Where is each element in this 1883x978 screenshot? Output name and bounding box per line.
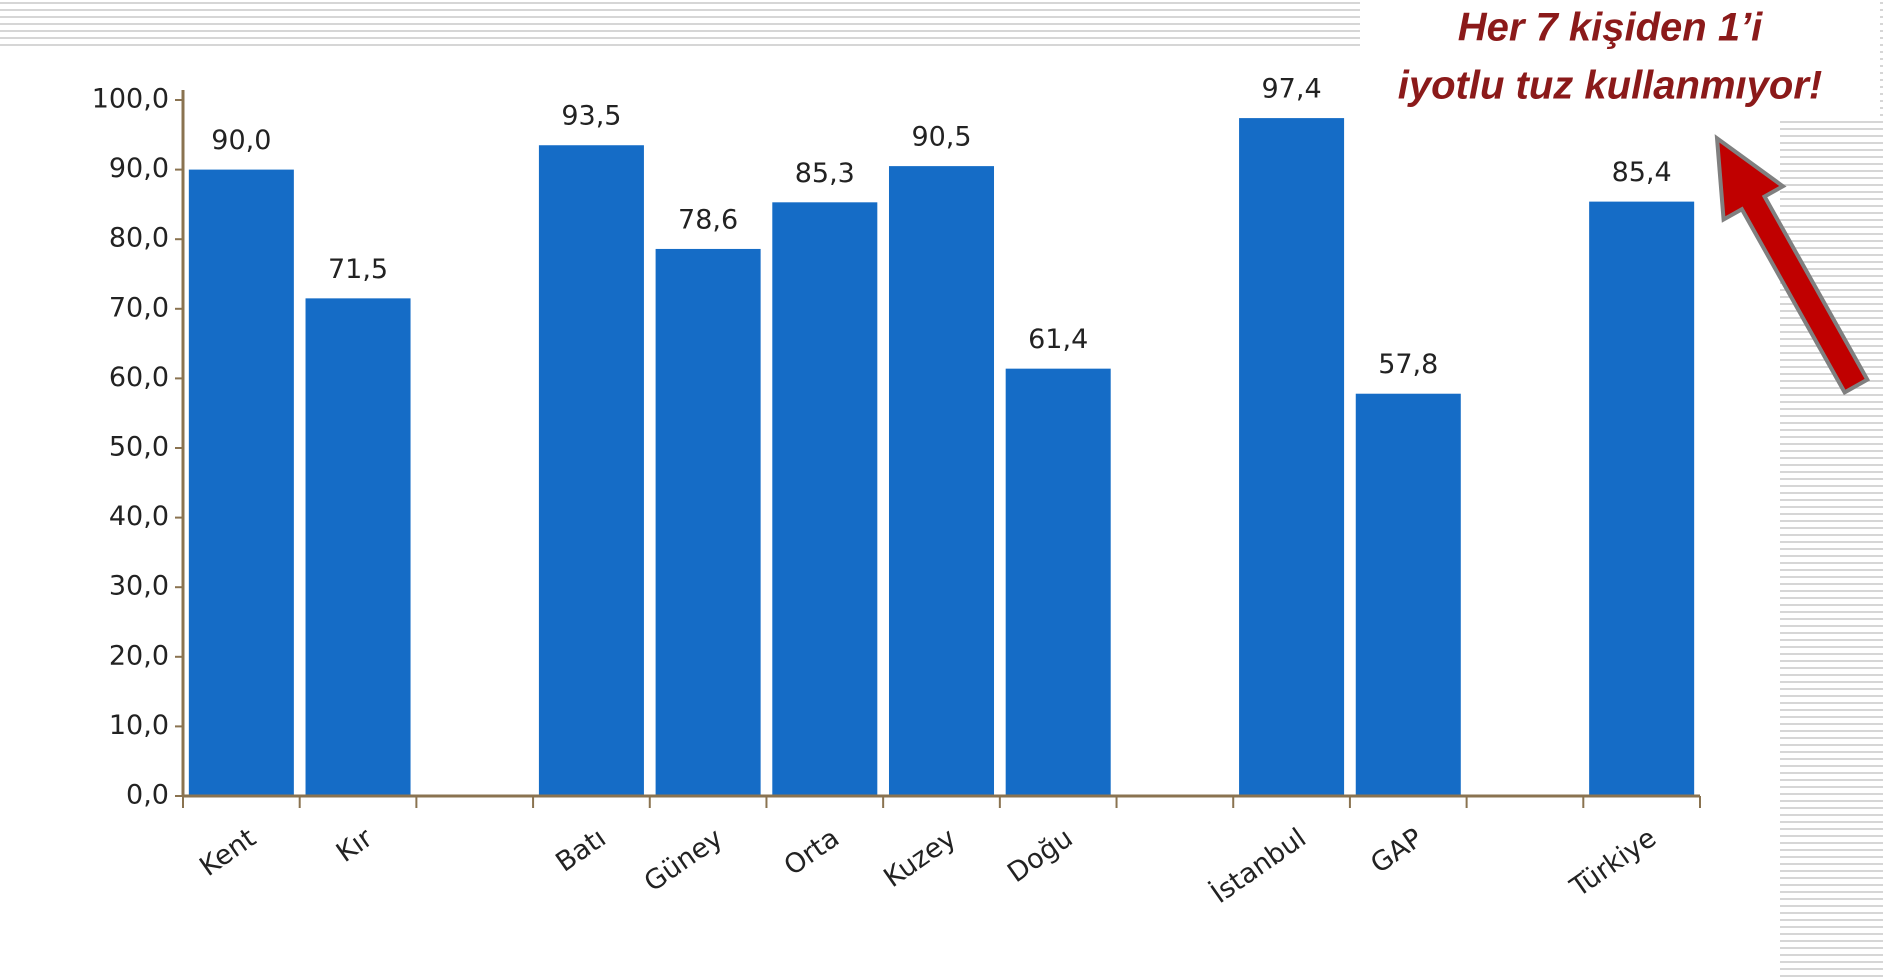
x-tick-label: Doğu: [1002, 822, 1078, 888]
y-tick-label: 10,0: [109, 710, 169, 741]
bar: [1239, 118, 1345, 796]
x-tick-label: GAP: [1365, 822, 1428, 879]
y-tick-label: 90,0: [109, 153, 169, 184]
value-label: 78,6: [678, 204, 738, 235]
x-tick-label: Orta: [779, 822, 846, 882]
y-tick-label: 30,0: [109, 571, 169, 602]
value-label: 85,4: [1612, 157, 1672, 188]
x-tick-label: Kent: [194, 822, 261, 882]
stripe-band-right: [1780, 50, 1883, 978]
bar: [888, 166, 995, 796]
y-tick-label: 80,0: [109, 223, 169, 254]
bar: [1005, 368, 1111, 796]
x-tick-label: Kuzey: [878, 822, 962, 893]
y-tick-label: 20,0: [109, 640, 169, 671]
y-tick-label: 70,0: [109, 292, 169, 323]
value-label: 85,3: [795, 158, 855, 189]
value-label: 90,0: [211, 125, 271, 156]
bar: [188, 169, 294, 797]
y-tick-label: 0,0: [126, 780, 169, 811]
note-background: [1360, 2, 1880, 120]
value-label: 71,5: [328, 254, 388, 285]
bar: [1355, 393, 1461, 796]
bar: [772, 202, 878, 796]
annotation: iyotlu tuz kullanmıyor!: [1398, 64, 1822, 108]
x-tick-label: Güney: [639, 822, 729, 898]
annotation: Her 7 kişiden 1’i: [1458, 6, 1763, 50]
bar: [305, 298, 411, 796]
value-label: 97,4: [1262, 74, 1322, 105]
y-tick-label: 60,0: [109, 362, 169, 393]
y-tick-label: 50,0: [109, 432, 169, 463]
x-tick-label: Kır: [331, 822, 379, 869]
x-tick-label: Türkiye: [1564, 822, 1662, 903]
bar: [1589, 201, 1695, 797]
x-tick-label: Batı: [550, 822, 611, 878]
value-label: 90,5: [911, 122, 971, 153]
value-label: 93,5: [561, 101, 621, 132]
arrow: [1714, 134, 1871, 396]
value-label: 57,8: [1378, 349, 1438, 380]
bar: [655, 248, 761, 797]
x-tick-label: İstanbul: [1205, 822, 1312, 910]
bar: [538, 145, 644, 797]
value-label: 61,4: [1028, 324, 1088, 355]
y-tick-label: 100,0: [92, 84, 169, 115]
y-tick-label: 40,0: [109, 501, 169, 532]
